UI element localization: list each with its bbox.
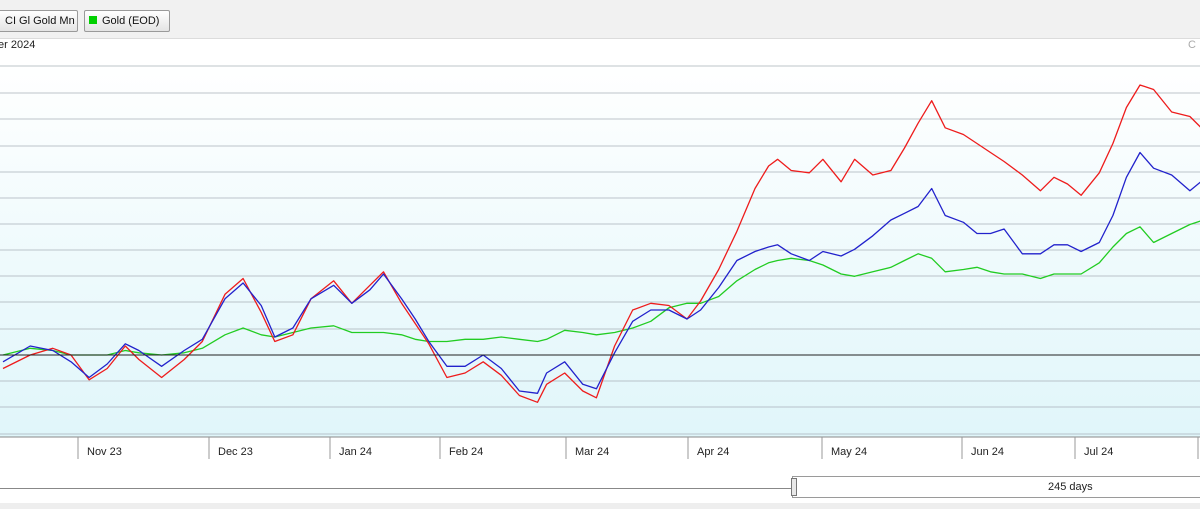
range-days-label: 245 days	[1048, 481, 1093, 493]
x-tick-label: Jun 24	[971, 446, 1004, 458]
x-tick-label: Jul 24	[1084, 446, 1113, 458]
series-toggle-gold-eod[interactable]: Gold (EOD)	[84, 10, 170, 32]
x-tick-label: Jan 24	[339, 446, 372, 458]
series-line-green	[2, 220, 1200, 356]
x-tick-label: Mar 24	[575, 446, 609, 458]
series-label-gold-miners: CI Gl Gold Mn	[5, 15, 75, 27]
x-tick-label: Apr 24	[697, 446, 729, 458]
legend-toolbar: CI Gl Gold Mn Gold (EOD)	[0, 0, 1200, 39]
range-selector[interactable]	[792, 476, 1200, 498]
series-line-red	[2, 84, 1200, 403]
x-tick-label: May 24	[831, 446, 867, 458]
x-tick-label: Feb 24	[449, 446, 483, 458]
chart-right-label: C	[1188, 39, 1196, 51]
series-toggle-gold-miners[interactable]: CI Gl Gold Mn	[0, 10, 78, 32]
bottom-edge	[0, 503, 1200, 509]
green-swatch-icon	[89, 16, 97, 24]
range-scroller[interactable]	[0, 476, 1200, 500]
series-line-blue	[2, 151, 1200, 394]
line-chart: Nov 23 Dec 23 Jan 24 Feb 24 Mar 24 Apr 24 May …	[0, 64, 1200, 459]
x-tick-label: Dec 23	[218, 446, 253, 458]
chart-subtitle: er 2024	[0, 39, 36, 51]
range-track	[0, 488, 795, 489]
series-label-gold-eod: Gold (EOD)	[102, 15, 160, 27]
x-tick-label: Nov 23	[87, 446, 122, 458]
range-handle-left[interactable]	[791, 478, 797, 496]
plot-background	[0, 64, 1200, 437]
